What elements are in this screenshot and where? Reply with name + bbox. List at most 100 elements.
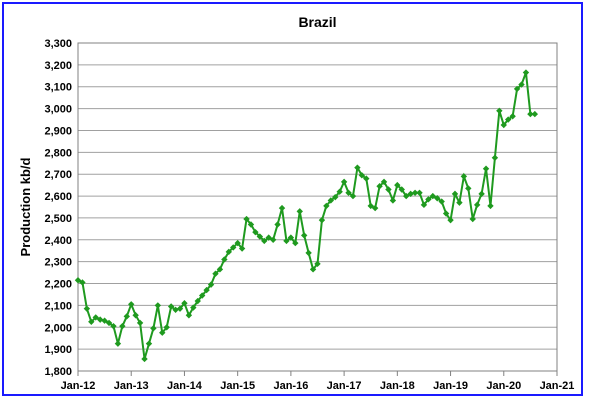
data-point <box>265 234 272 241</box>
data-point <box>145 340 153 347</box>
data-point <box>531 110 539 118</box>
data-point <box>83 305 91 312</box>
data-point <box>296 208 303 215</box>
y-axis-title: Production kb/d <box>18 157 33 256</box>
data-point <box>136 319 144 327</box>
chart-title: Brazil <box>298 14 336 30</box>
data-point <box>159 329 166 336</box>
data-point <box>398 186 405 193</box>
data-point <box>225 248 232 256</box>
data-point <box>407 190 414 198</box>
data-point <box>230 244 237 251</box>
series-line <box>77 72 535 360</box>
data-point <box>456 199 463 206</box>
data-point <box>465 185 472 192</box>
data-point <box>354 164 361 171</box>
data-point <box>478 190 485 198</box>
data-point <box>110 322 117 330</box>
y-axis: 1,800 1,900 2,000 2,100 2,200 2,300 2,400 2,500… <box>44 38 72 378</box>
data-point <box>292 239 299 247</box>
x-axis: Jan-12 Jan-13 Jan-14 Jan-15 Jan-16 Jan-17 Jan-… <box>61 371 575 392</box>
data-point <box>172 306 179 313</box>
data-point <box>123 313 130 320</box>
data-point <box>261 237 268 245</box>
data-point <box>252 228 259 236</box>
data-point <box>509 113 516 120</box>
data-point <box>367 202 374 210</box>
data-point <box>88 318 95 325</box>
data-point <box>336 188 343 195</box>
data-point <box>460 173 468 180</box>
y-tick-label: 3,100 <box>44 82 72 94</box>
data-point <box>163 324 170 331</box>
data-point <box>105 319 113 327</box>
data-point <box>305 249 312 257</box>
data-point <box>203 286 210 294</box>
data-point <box>176 305 184 312</box>
data-point <box>119 322 126 330</box>
x-tick-label: Jan-14 <box>167 380 203 392</box>
data-point <box>132 312 139 319</box>
data-point <box>150 325 157 332</box>
data-point <box>500 121 507 129</box>
data-point <box>114 340 122 347</box>
data-point <box>141 355 148 363</box>
data-point <box>363 175 370 182</box>
data-point <box>403 192 410 200</box>
data-point <box>411 189 419 196</box>
data-point <box>194 297 201 305</box>
gridlines <box>78 42 557 372</box>
x-tick-label: Jan-21 <box>540 380 575 392</box>
x-tick-label: Jan-17 <box>327 380 362 392</box>
data-point <box>185 312 193 319</box>
data-point <box>425 196 432 203</box>
data-point <box>300 232 308 239</box>
data-point <box>505 116 512 123</box>
data-point <box>527 110 534 118</box>
data-point <box>487 202 494 210</box>
plot-area <box>77 42 558 372</box>
data-point <box>234 239 241 247</box>
y-tick-label: 1,800 <box>44 366 72 378</box>
data-point <box>79 279 86 286</box>
y-tick-label: 1,900 <box>44 344 72 356</box>
y-tick-label: 2,100 <box>44 300 72 312</box>
y-tick-label: 2,900 <box>44 125 72 137</box>
data-point <box>447 216 454 224</box>
data-point <box>96 316 104 323</box>
data-point <box>376 183 383 190</box>
data-point <box>442 210 450 217</box>
data-point <box>216 266 224 273</box>
data-point <box>482 165 490 172</box>
y-tick-label: 2,500 <box>44 213 72 225</box>
data-point <box>92 314 99 321</box>
y-tick-label: 3,000 <box>44 104 72 116</box>
data-point <box>256 233 264 240</box>
y-tick-label: 2,400 <box>44 235 72 247</box>
y-tick-label: 3,200 <box>44 60 72 72</box>
data-point <box>287 234 295 241</box>
data-point <box>491 154 499 161</box>
x-tick-label: Jan-18 <box>380 380 415 392</box>
data-point <box>389 197 397 204</box>
data-point <box>416 189 423 196</box>
data-point <box>128 301 135 308</box>
data-point <box>247 221 255 228</box>
data-point <box>349 192 357 200</box>
data-point <box>269 236 277 243</box>
data-point <box>332 193 339 201</box>
data-point <box>318 216 326 224</box>
data-point <box>283 237 290 245</box>
data-point <box>198 292 206 299</box>
data-point <box>212 270 219 277</box>
data-point <box>345 189 352 196</box>
data-point <box>74 277 82 284</box>
data-point <box>518 81 525 88</box>
x-tick-label: Jan-13 <box>114 380 149 392</box>
y-tick-label: 2,700 <box>44 169 72 181</box>
data-point <box>221 256 228 263</box>
data-point <box>309 266 317 273</box>
data-point <box>394 181 401 189</box>
data-point <box>438 198 445 205</box>
